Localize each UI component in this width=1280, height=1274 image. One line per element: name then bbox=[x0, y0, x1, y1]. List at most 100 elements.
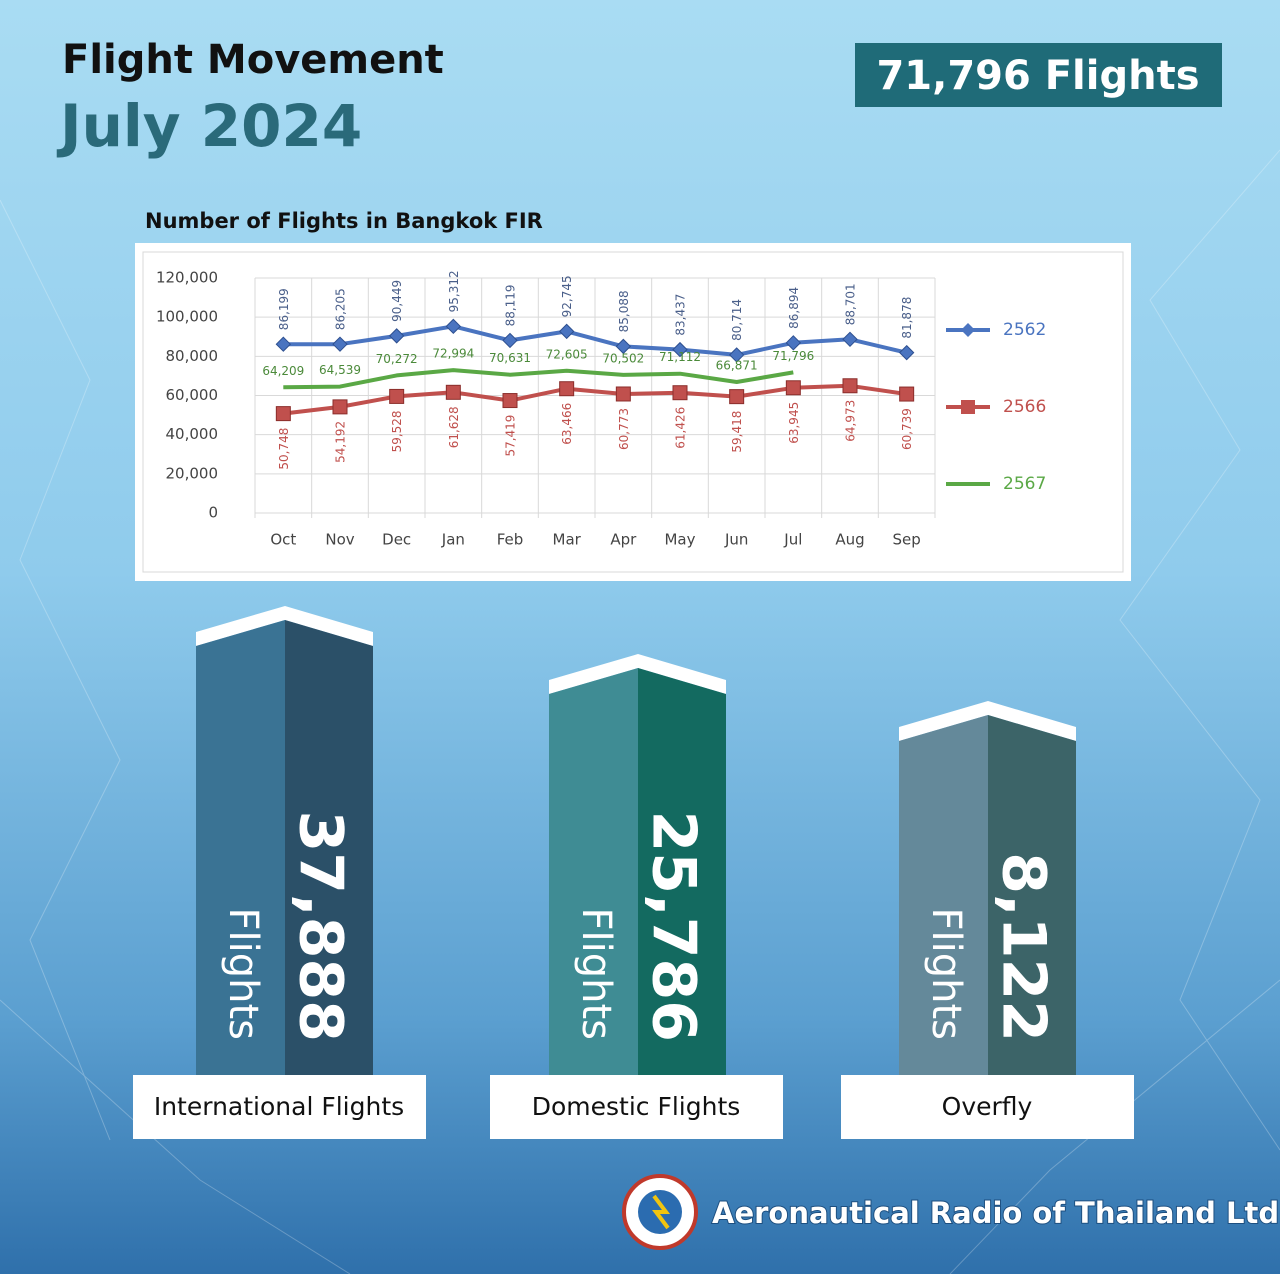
data-label: 88,701 bbox=[844, 283, 858, 325]
x-tick-label: Jul bbox=[783, 531, 802, 549]
data-label: 70,502 bbox=[602, 351, 644, 365]
organization: Aeronautical Radio of Thailand Ltd. bbox=[712, 1196, 1280, 1230]
marker bbox=[389, 388, 405, 404]
legend-marker bbox=[961, 400, 975, 414]
series-line bbox=[283, 324, 908, 357]
column-cap bbox=[196, 606, 373, 646]
line-chart: 0 20,000 40,000 60,000 80,000 100,000 120,000 O… bbox=[156, 269, 1046, 549]
data-label: 95,312 bbox=[447, 270, 461, 312]
marker bbox=[672, 385, 688, 401]
data-label: 88,119 bbox=[504, 284, 518, 326]
x-tick-label: Sep bbox=[893, 531, 921, 549]
marker bbox=[785, 335, 802, 351]
marker bbox=[275, 336, 292, 352]
label-box bbox=[490, 1075, 783, 1139]
data-label: 64,539 bbox=[319, 363, 361, 377]
breakdown: Flights 37,888 International Flights Flight… bbox=[133, 606, 1134, 1139]
y-tick-label: 60,000 bbox=[166, 386, 219, 404]
marker bbox=[842, 378, 858, 394]
x-tick-label: Mar bbox=[553, 531, 582, 549]
data-label: 54,192 bbox=[334, 421, 348, 463]
column-right bbox=[285, 620, 373, 1075]
category-label: Overfly bbox=[942, 1092, 1033, 1121]
data-label: 83,437 bbox=[674, 294, 688, 336]
unit-label: Flights bbox=[573, 908, 619, 1041]
marker bbox=[898, 344, 915, 361]
column-left bbox=[549, 668, 638, 1075]
marker bbox=[729, 389, 745, 405]
y-tick-label: 100,000 bbox=[156, 308, 218, 326]
marker bbox=[502, 332, 518, 349]
column-cap bbox=[899, 701, 1076, 741]
data-label: 61,426 bbox=[674, 407, 688, 449]
total-flights: 71,796 Flights bbox=[876, 53, 1199, 99]
legend-label: 2566 bbox=[1003, 397, 1046, 417]
marker bbox=[502, 393, 518, 409]
x-tick-label: Jun bbox=[724, 531, 748, 549]
marker bbox=[672, 341, 688, 358]
y-tick-label: 20,000 bbox=[166, 464, 219, 482]
column-right bbox=[638, 668, 726, 1075]
data-label: 50,748 bbox=[277, 428, 291, 470]
data-label: 86,205 bbox=[334, 288, 348, 330]
label-box bbox=[841, 1075, 1134, 1139]
data-label: 85,088 bbox=[617, 290, 631, 332]
y-tick-label: 40,000 bbox=[166, 425, 219, 443]
y-tick-label: 0 bbox=[208, 504, 218, 522]
period: July 2024 bbox=[56, 92, 362, 160]
x-tick-label: Oct bbox=[270, 531, 296, 549]
data-label: 64,973 bbox=[844, 400, 858, 442]
x-tick-label: Aug bbox=[835, 531, 864, 549]
marker bbox=[558, 323, 575, 340]
marker bbox=[445, 384, 461, 400]
total-badge bbox=[855, 43, 1222, 107]
data-label: 60,739 bbox=[900, 408, 914, 450]
data-label: 72,605 bbox=[546, 347, 588, 361]
data-label: 86,199 bbox=[277, 288, 291, 330]
marker bbox=[899, 386, 915, 402]
column-right bbox=[988, 715, 1076, 1075]
marker bbox=[842, 331, 858, 348]
data-label: 60,773 bbox=[617, 408, 631, 450]
marker bbox=[275, 406, 291, 422]
network-decoration bbox=[0, 149, 1280, 1274]
marker bbox=[445, 318, 462, 335]
data-label: 66,871 bbox=[716, 359, 758, 373]
category-label: Domestic Flights bbox=[532, 1092, 741, 1121]
marker bbox=[388, 328, 405, 344]
marker bbox=[785, 380, 801, 396]
data-label: 57,419 bbox=[504, 415, 518, 457]
marker bbox=[728, 347, 745, 363]
column-cap bbox=[549, 654, 726, 694]
marker bbox=[615, 338, 632, 355]
legend-marker bbox=[961, 323, 975, 337]
x-tick-label: Jan bbox=[441, 531, 465, 549]
marker bbox=[559, 381, 575, 397]
y-tick-label: 80,000 bbox=[166, 347, 219, 365]
label-box bbox=[133, 1075, 426, 1139]
logo-bolt bbox=[652, 1194, 670, 1230]
data-label: 63,466 bbox=[560, 403, 574, 445]
chart-frame bbox=[142, 251, 1124, 573]
data-label: 92,745 bbox=[560, 275, 574, 317]
data-label: 59,418 bbox=[730, 411, 744, 453]
chart-title: Number of Flights in Bangkok FIR bbox=[145, 209, 543, 233]
y-tick-label: 120,000 bbox=[156, 269, 218, 287]
marker bbox=[615, 386, 631, 402]
x-tick-label: May bbox=[664, 531, 695, 549]
data-label: 81,878 bbox=[900, 297, 914, 339]
title: Flight Movement bbox=[62, 37, 444, 83]
series-line bbox=[283, 383, 907, 416]
data-label: 90,449 bbox=[390, 280, 404, 322]
data-label: 71,796 bbox=[772, 349, 814, 363]
legend-label: 2562 bbox=[1003, 320, 1046, 340]
series-line bbox=[283, 368, 794, 390]
data-label: 80,714 bbox=[730, 299, 744, 341]
data-label: 64,209 bbox=[262, 364, 304, 378]
data-label: 72,994 bbox=[432, 347, 474, 361]
flight-count: 8,122 bbox=[988, 852, 1058, 1042]
data-label: 59,528 bbox=[390, 410, 404, 452]
legend-label: 2567 bbox=[1003, 474, 1046, 494]
unit-label: Flights bbox=[220, 908, 266, 1041]
